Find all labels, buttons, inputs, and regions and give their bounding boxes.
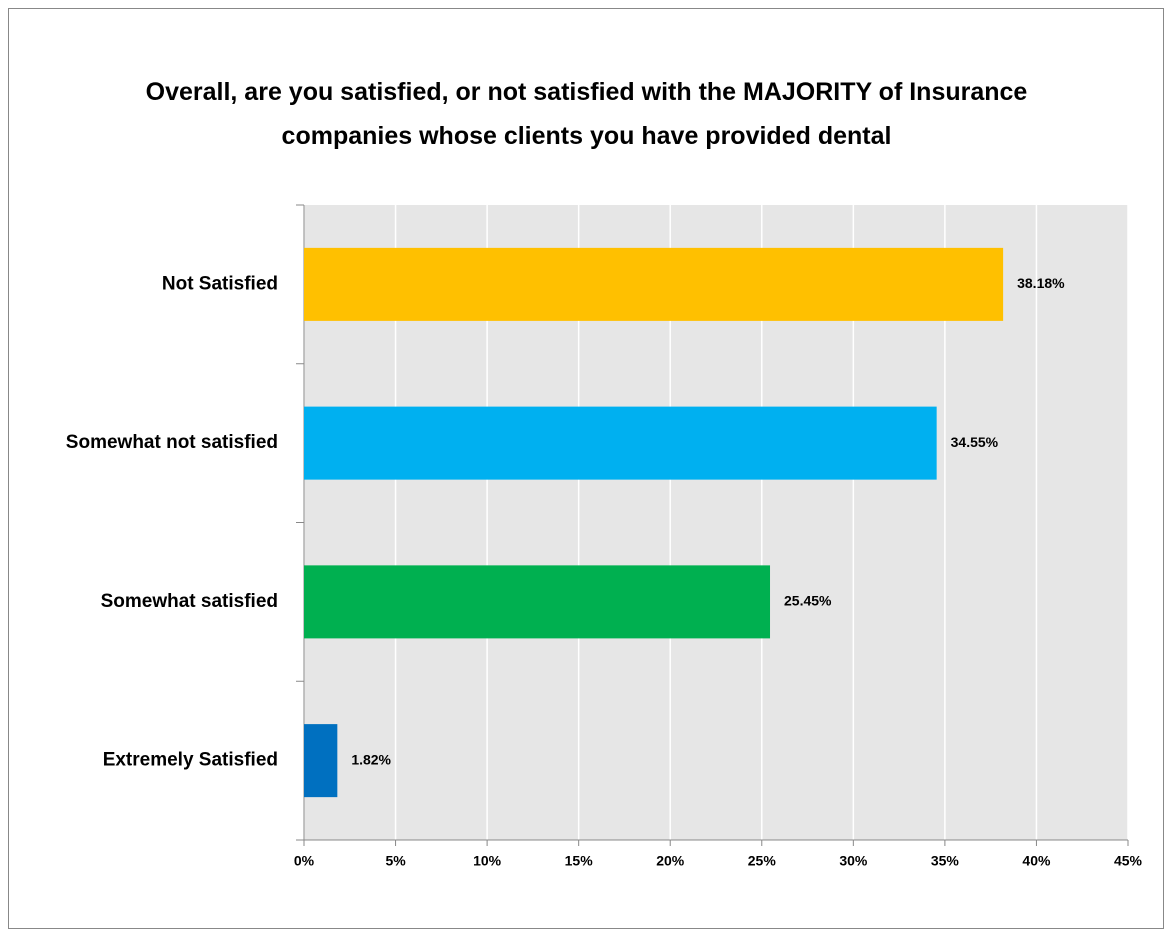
x-tick-label: 35% <box>931 853 960 869</box>
x-tick-label: 10% <box>473 853 502 869</box>
x-tick-label: 45% <box>1114 853 1143 869</box>
data-label: 1.82% <box>351 751 391 767</box>
y-tick-label: Somewhat not satisfied <box>66 432 278 453</box>
data-label: 34.55% <box>951 434 999 450</box>
y-tick-label: Extremely Satisfied <box>103 750 278 771</box>
x-tick-label: 30% <box>839 853 868 869</box>
x-tick-label: 20% <box>656 853 685 869</box>
y-tick-label: Not Satisfied <box>162 273 278 294</box>
bar <box>304 247 1004 321</box>
bar <box>304 406 937 480</box>
data-label: 38.18% <box>1017 275 1065 291</box>
x-tick-label: 25% <box>748 853 777 869</box>
data-label: 25.45% <box>784 593 832 609</box>
bar <box>304 724 338 798</box>
chart-title: Overall, are you satisfied, or not satis… <box>145 78 1028 150</box>
x-tick-label: 0% <box>294 853 315 869</box>
x-tick-label: 15% <box>565 853 594 869</box>
x-tick-label: 5% <box>385 853 406 869</box>
x-tick-label: 40% <box>1022 853 1051 869</box>
y-tick-label: Somewhat satisfied <box>101 591 278 612</box>
bar <box>304 565 771 639</box>
chart-frame <box>8 8 1164 929</box>
